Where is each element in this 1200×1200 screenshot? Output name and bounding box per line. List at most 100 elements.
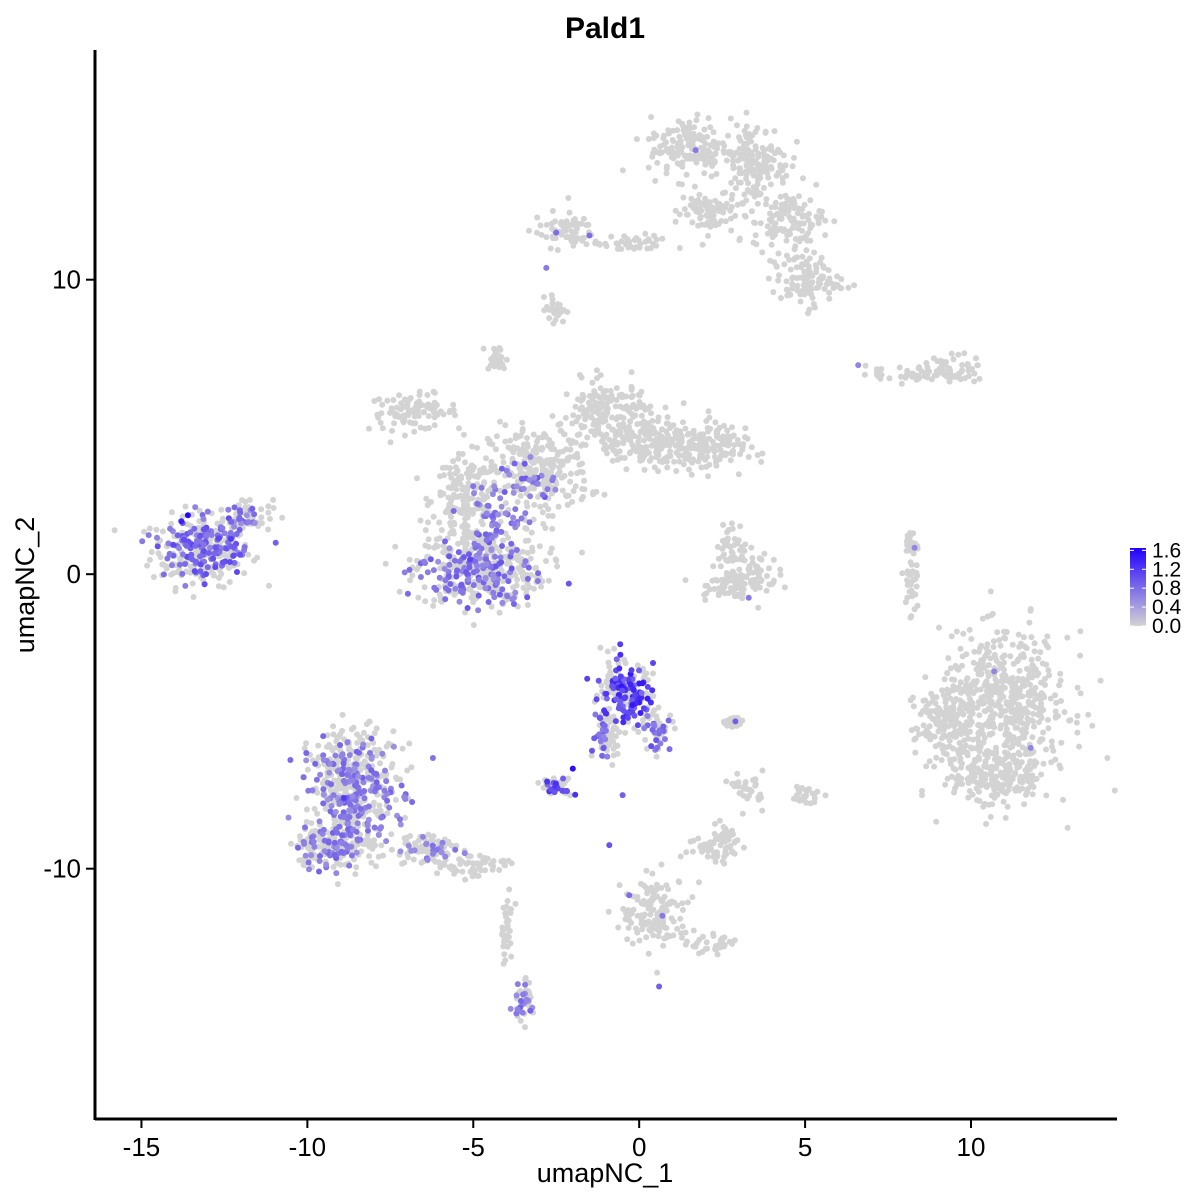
background-cell-point (656, 458, 663, 465)
background-cell-point (654, 418, 661, 425)
expressing-cell-point (211, 550, 218, 557)
background-cell-point (450, 530, 457, 537)
background-cell-point (1029, 700, 1036, 707)
background-cell-point (650, 670, 656, 677)
background-cell-point (570, 412, 577, 419)
background-cell-point (874, 371, 881, 378)
background-cell-point (1073, 719, 1080, 726)
background-cell-point (965, 780, 972, 786)
background-cell-point (990, 638, 997, 645)
background-cell-point (579, 485, 586, 492)
background-cell-point (1019, 720, 1026, 727)
background-cell-point (254, 554, 261, 561)
background-cell-point (729, 191, 736, 198)
background-cell-point (420, 409, 427, 416)
expressing-cell-point (510, 595, 517, 602)
background-cell-point (500, 537, 506, 544)
background-cell-point (697, 842, 704, 849)
background-cell-point (916, 731, 923, 738)
expressing-cell-point (483, 537, 490, 544)
background-cell-point (758, 458, 765, 465)
background-cell-point (499, 931, 505, 938)
background-cell-point (396, 588, 403, 595)
background-cell-point (493, 433, 500, 440)
background-cell-point (983, 821, 990, 827)
background-cell-point (535, 493, 541, 500)
background-cell-point (759, 450, 766, 457)
background-cell-point (745, 454, 752, 460)
background-cell-point (976, 712, 983, 719)
background-cell-point (703, 590, 710, 597)
background-cell-point (604, 450, 610, 457)
background-cell-point (634, 929, 641, 936)
background-cell-point (488, 861, 494, 868)
background-cell-point (770, 289, 777, 296)
background-cell-point (635, 391, 642, 398)
background-cell-point (655, 704, 662, 711)
background-cell-point (1007, 653, 1014, 660)
background-cell-point (718, 451, 725, 457)
background-cell-point (495, 356, 502, 363)
background-cell-point (331, 816, 338, 823)
background-cell-point (975, 754, 982, 760)
expressing-cell-point (497, 554, 504, 561)
background-cell-point (942, 781, 949, 788)
background-cell-point (689, 894, 696, 901)
background-cell-point (680, 461, 687, 468)
background-cell-point (561, 780, 568, 787)
background-cell-point (311, 805, 318, 812)
background-cell-point (702, 161, 709, 168)
background-cell-point (647, 925, 654, 932)
expressing-cell-point (508, 540, 515, 547)
background-cell-point (789, 281, 796, 287)
background-cell-point (907, 579, 914, 586)
background-cell-point (653, 435, 660, 442)
background-cell-point (748, 444, 755, 451)
expressing-cell-point (456, 598, 463, 605)
background-cell-point (315, 742, 322, 749)
expressing-cell-point (164, 555, 171, 562)
expressing-cell-point (236, 526, 243, 533)
background-cell-point (572, 403, 579, 410)
background-cell-point (215, 583, 222, 590)
background-cell-point (985, 649, 992, 655)
expressing-cell-point (179, 551, 186, 558)
background-cell-point (988, 698, 995, 705)
background-cell-point (754, 200, 761, 207)
background-cell-point (1014, 739, 1021, 745)
background-cell-point (974, 362, 981, 369)
background-cell-point (769, 581, 776, 588)
background-cell-point (372, 842, 379, 849)
background-cell-point (956, 706, 963, 713)
background-cell-point (360, 729, 367, 736)
background-cell-point (954, 665, 961, 672)
background-cell-point (722, 189, 729, 196)
background-cell-point (1033, 775, 1040, 782)
background-cell-point (927, 732, 934, 739)
background-cell-point (759, 807, 766, 814)
background-cell-point (390, 728, 397, 735)
background-cell-point (474, 444, 480, 451)
background-cell-point (801, 201, 808, 208)
expressing-cell-point (205, 550, 212, 556)
background-cell-point (653, 242, 660, 249)
background-cell-point (784, 232, 791, 239)
background-cell-point (939, 687, 946, 694)
background-cell-point (574, 225, 580, 232)
background-cell-point (1023, 772, 1030, 778)
background-cell-point (485, 365, 492, 372)
expressing-cell-point (241, 547, 247, 554)
background-cell-point (976, 798, 983, 804)
background-cell-point (658, 861, 665, 868)
background-cell-point (1035, 655, 1042, 662)
background-cell-point (327, 787, 334, 794)
background-cell-point (672, 429, 678, 436)
background-cell-point (293, 795, 300, 801)
expressing-cell-point (192, 504, 199, 511)
background-cell-point (488, 458, 495, 465)
background-cell-point (696, 879, 702, 886)
background-cell-point (719, 140, 726, 147)
expressing-cell-point (167, 525, 174, 532)
expressing-cell-point (496, 591, 503, 598)
background-cell-point (407, 419, 414, 426)
